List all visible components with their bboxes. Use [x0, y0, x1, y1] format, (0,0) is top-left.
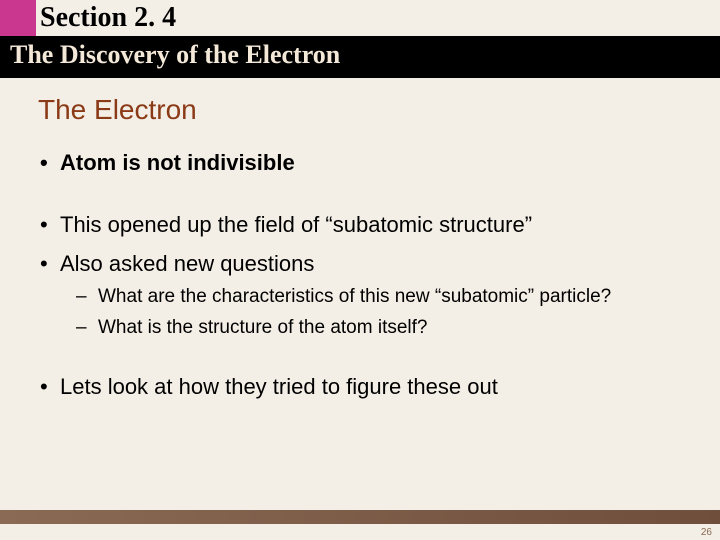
bullet-item: Lets look at how they tried to figure th…: [60, 372, 700, 402]
bullet-list: Lets look at how they tried to figure th…: [38, 372, 700, 402]
bullet-list: This opened up the field of “subatomic s…: [38, 210, 700, 341]
slide-content: The Electron Atom is not indivisible Thi…: [38, 94, 700, 412]
slide-title: The Electron: [38, 94, 700, 126]
bullet-item: This opened up the field of “subatomic s…: [60, 210, 700, 240]
sub-bullet-item: What is the structure of the atom itself…: [98, 316, 700, 341]
accent-block: [0, 0, 36, 36]
slide-subtitle: The Discovery of the Electron: [10, 40, 340, 70]
bullet-list: Atom is not indivisible: [38, 148, 700, 178]
sub-bullet-item: What are the characteristics of this new…: [98, 285, 700, 310]
bullet-item: Atom is not indivisible: [60, 148, 700, 178]
bullet-item: Also asked new questions What are the ch…: [60, 249, 700, 340]
section-label: Section 2. 4: [40, 2, 176, 34]
footer-bar: [0, 510, 720, 524]
sub-bullet-list: What are the characteristics of this new…: [60, 285, 700, 340]
bullet-text: Also asked new questions: [60, 251, 314, 276]
page-number: 26: [701, 527, 712, 538]
slide-header: Section 2. 4 The Discovery of the Electr…: [0, 0, 720, 78]
